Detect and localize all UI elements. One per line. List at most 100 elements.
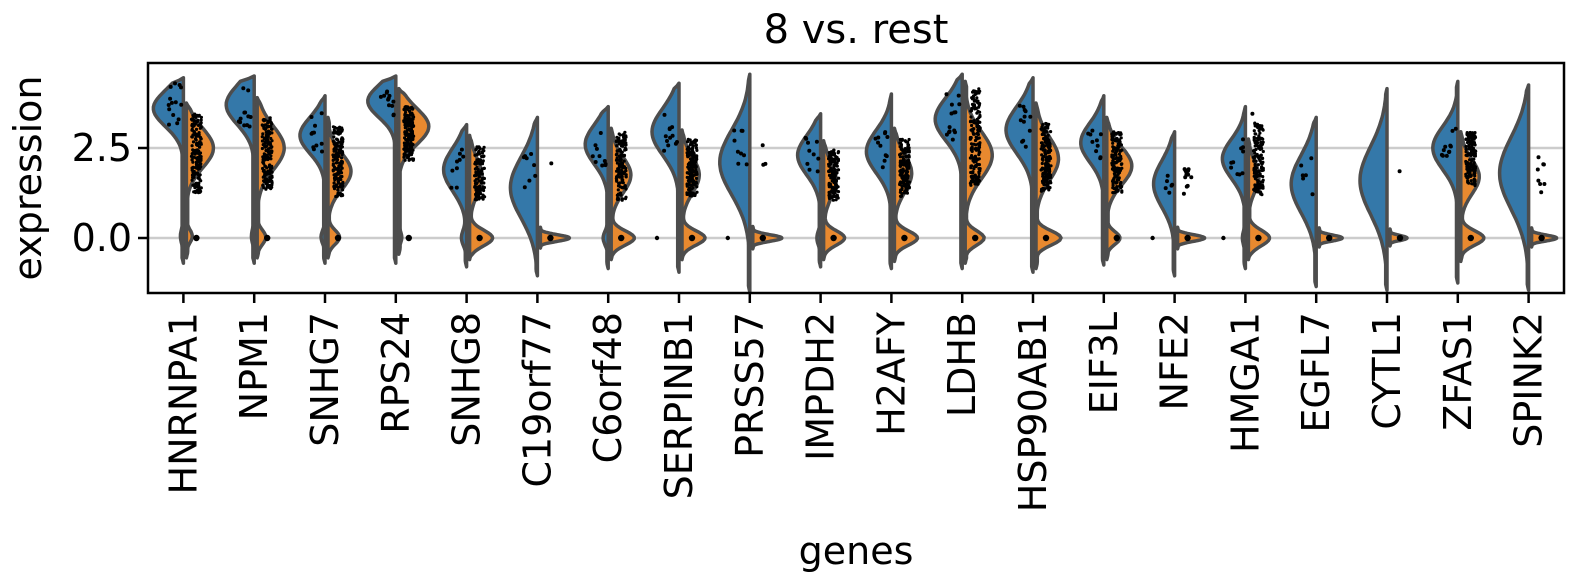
cell-point xyxy=(690,168,695,172)
violin-CYTL1 xyxy=(1358,86,1409,292)
cell-point xyxy=(473,167,477,171)
cell-point xyxy=(1450,128,1455,133)
cell-point xyxy=(1184,172,1189,177)
cell-point xyxy=(196,172,200,177)
cell-point xyxy=(1258,182,1262,186)
cell-point xyxy=(248,115,253,119)
cell-point xyxy=(403,107,407,111)
cell-point xyxy=(407,157,412,161)
cell-point xyxy=(1299,163,1304,168)
cell-point xyxy=(450,168,455,173)
cell-point xyxy=(975,175,979,179)
cell-point xyxy=(241,86,246,91)
cell-point xyxy=(332,187,337,191)
cell-point xyxy=(1470,168,1474,172)
cell-point xyxy=(972,132,976,136)
cell-point xyxy=(615,161,620,165)
cell-point xyxy=(1047,155,1051,159)
cell-point xyxy=(261,159,265,163)
cell-point xyxy=(1397,169,1402,174)
cell-point xyxy=(1112,132,1116,136)
cell-point xyxy=(408,138,412,142)
cell-point xyxy=(190,127,194,131)
violin-half-group8 xyxy=(795,112,823,269)
cell-point xyxy=(898,194,903,198)
cell-point xyxy=(1466,169,1470,173)
zero-point xyxy=(759,234,766,242)
cell-point xyxy=(906,142,910,146)
cell-point xyxy=(1257,134,1261,138)
cell-point xyxy=(830,151,834,155)
cell-point xyxy=(833,182,838,187)
cell-point xyxy=(191,117,195,122)
cell-point xyxy=(832,187,836,191)
cell-point xyxy=(474,162,478,166)
cell-point xyxy=(532,163,537,168)
cell-point xyxy=(666,143,671,148)
cell-point xyxy=(832,148,836,152)
cell-point xyxy=(1043,175,1047,179)
cell-point xyxy=(694,154,698,158)
points-PRSS57 xyxy=(725,128,768,242)
cell-point xyxy=(171,113,176,117)
cell-point xyxy=(835,193,839,197)
cell-point xyxy=(1259,161,1263,165)
cell-point xyxy=(312,130,316,135)
points-HSP90AB1 xyxy=(1017,103,1053,242)
cell-point xyxy=(739,128,744,133)
cell-point xyxy=(270,185,274,189)
cell-point xyxy=(335,138,340,142)
cell-point xyxy=(449,185,454,190)
cell-point xyxy=(615,197,620,201)
cell-point xyxy=(978,141,982,145)
x-tick-label-LDHB: LDHB xyxy=(940,312,984,417)
cell-point xyxy=(197,186,201,190)
cell-point xyxy=(694,146,699,150)
cell-point xyxy=(391,99,396,104)
cell-point xyxy=(1237,172,1242,177)
cell-point xyxy=(689,157,693,161)
cell-point xyxy=(195,148,199,152)
cell-point xyxy=(968,120,973,124)
cell-point xyxy=(334,155,338,159)
cell-point xyxy=(477,145,481,149)
cell-point xyxy=(1041,188,1046,192)
cell-point xyxy=(1169,183,1174,188)
cell-point xyxy=(1465,163,1469,167)
cell-point xyxy=(1300,173,1305,178)
cell-point xyxy=(831,174,836,178)
cell-point xyxy=(692,151,696,156)
cell-point xyxy=(806,140,810,145)
cell-point xyxy=(479,181,484,185)
cell-point xyxy=(263,171,267,175)
violin-half-group8 xyxy=(1220,104,1248,271)
cell-point xyxy=(193,137,198,141)
violin-EGFL7 xyxy=(1289,115,1344,289)
cell-point xyxy=(167,107,172,112)
cell-point xyxy=(898,159,903,163)
cell-point xyxy=(527,178,532,183)
cell-point xyxy=(590,154,595,159)
cell-point xyxy=(905,191,910,195)
cell-point xyxy=(1018,118,1023,123)
cell-point xyxy=(1252,174,1256,178)
cell-point xyxy=(1258,147,1262,151)
points-H2AFY xyxy=(873,130,912,242)
cell-point xyxy=(811,152,816,157)
violin-half-group8 xyxy=(718,72,752,294)
cell-point xyxy=(1045,158,1049,162)
cell-point xyxy=(338,161,342,165)
cell-point xyxy=(336,193,340,197)
cell-point xyxy=(1045,123,1049,127)
cell-point xyxy=(1117,152,1121,156)
cell-point xyxy=(261,169,265,173)
cell-point xyxy=(736,161,741,166)
cell-point xyxy=(198,145,202,149)
points-CYTL1 xyxy=(1396,169,1404,242)
cell-point xyxy=(411,137,415,141)
cell-point xyxy=(1111,141,1115,145)
points-SPINK2 xyxy=(1535,155,1547,242)
cell-point xyxy=(340,174,344,179)
cell-point xyxy=(411,148,415,152)
